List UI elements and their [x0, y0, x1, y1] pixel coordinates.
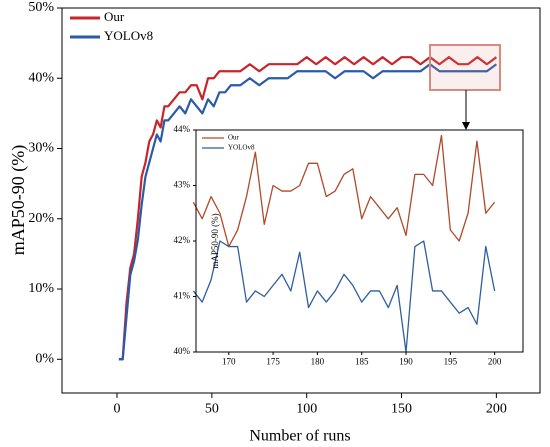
plot-frame — [61, 7, 541, 394]
zoom-box — [429, 44, 501, 91]
x-tick-label: 190 — [399, 356, 413, 366]
plot-area — [196, 130, 523, 352]
x-axis-label: Number of runs — [249, 428, 350, 445]
y-tick-label: 44% — [174, 124, 191, 134]
x-tick-label: 150 — [391, 401, 412, 416]
x-tick-label: 0 — [114, 401, 121, 416]
x-tick-label: 100 — [296, 401, 317, 416]
y-tick-label: 10% — [28, 281, 54, 296]
y-tick-label: 20% — [28, 211, 54, 226]
x-tick-label: 170 — [222, 356, 236, 366]
y-tick-label: 0% — [35, 351, 54, 366]
y-tick-label: 30% — [28, 141, 54, 156]
x-tick-label: 50 — [205, 401, 219, 416]
x-tick-label: 180 — [311, 356, 325, 366]
series-line — [192, 240, 496, 353]
y-tick-label: 40% — [174, 346, 191, 356]
series-line — [118, 63, 498, 361]
x-tick-label: 195 — [444, 356, 458, 366]
series-line — [118, 56, 498, 361]
y-tick-label: 41% — [174, 291, 191, 301]
y-tick-label: 40% — [28, 70, 54, 85]
zoom-arrow-head — [462, 122, 470, 130]
zoom-indicator — [429, 44, 501, 130]
y-tick-label: 42% — [174, 235, 191, 245]
x-tick-label: 200 — [488, 356, 502, 366]
y-tick-label: 50% — [28, 0, 54, 15]
y-tick-label: 43% — [174, 180, 191, 190]
y-axis-label: mAP50-90 (%) — [8, 145, 29, 256]
x-tick-label: 185 — [355, 356, 369, 366]
legend-label: Our — [104, 9, 125, 24]
legend-label: YOLOv8 — [228, 144, 255, 152]
x-tick-label: 175 — [266, 356, 280, 366]
inset-chart: 40% 41% 42% 43% 44% 170 175 180 185 190 195 200 Our Y… — [174, 124, 524, 366]
legend-label: YOLOv8 — [104, 28, 153, 43]
x-tick-label: 200 — [486, 401, 507, 416]
legend-label: Our — [228, 134, 240, 142]
series-line — [192, 134, 496, 248]
plot-frame — [195, 129, 524, 353]
y-axis-label: mAP50-90 (%) — [210, 213, 220, 268]
